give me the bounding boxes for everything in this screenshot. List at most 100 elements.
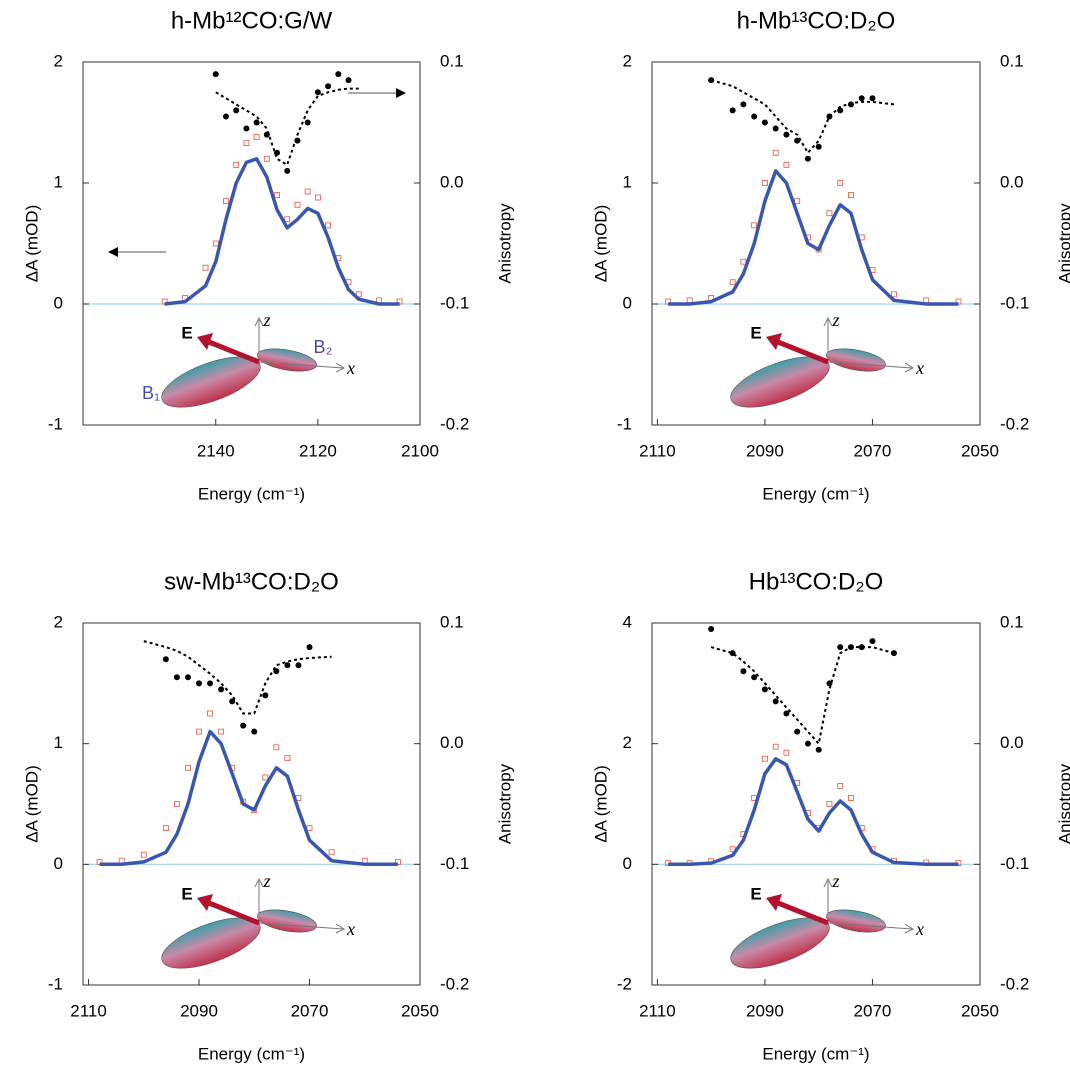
data-square [294,201,301,208]
y2-axis-label: Anisotropy [1055,203,1070,284]
chart-title: h-Mb¹²CO:G/W [171,7,333,34]
y2-tick-label: 0.0 [1000,172,1024,191]
plot-frame [82,622,421,986]
data-dot [740,668,747,675]
plot-frame [651,61,981,426]
chart-title: h-Mb¹³CO:D₂O [737,7,896,34]
y-axis-label: ΔA (mOD) [22,765,41,842]
annotation: x [346,358,355,378]
data-square [740,258,747,265]
y2-axis-label: Anisotropy [495,203,514,284]
field-arrowhead [197,333,213,350]
data-dot [262,692,269,699]
lobe-large [730,356,830,408]
data-square [140,851,147,858]
data-square [325,222,331,229]
x-tick-label: 2120 [299,441,337,460]
y2-tick-label: 0.1 [440,51,464,70]
data-square [202,264,209,271]
data-dot [251,728,258,735]
data-square [233,161,240,168]
annotation: E [750,323,761,342]
y2-axis-label: Anisotropy [495,763,514,844]
x-tick-label: 2070 [291,1001,329,1020]
x-tick-label: 2110 [639,441,676,460]
y-tick-label: 0 [54,854,63,873]
data-square [395,859,401,865]
data-dot [751,674,758,681]
x-axis-label: Energy (cm⁻¹) [762,1044,869,1063]
annotation: E [181,884,192,903]
data-square [848,192,854,199]
plot-frame [651,622,981,986]
lobe-small [257,348,317,372]
y-tick-label: 1 [54,172,63,191]
y-axis-label: ΔA (mOD) [591,765,610,842]
x-axis-arrow [827,361,913,369]
data-dot [335,71,342,78]
data-dot [858,95,865,102]
data-dot [229,698,236,705]
data-square [253,134,260,140]
lobe-large [161,917,261,969]
data-square [848,795,854,801]
y-tick-label: 2 [54,612,63,631]
fit-line [99,729,398,867]
data-square [96,859,103,865]
data-dot [240,722,247,729]
data-dot [869,638,876,645]
y-axis-label: ΔA (mOD) [22,205,41,282]
data-dot [345,77,352,84]
data-dot [207,680,214,687]
data-square [161,298,168,305]
data-dot [815,746,822,753]
data-square [826,210,833,217]
data-square [762,180,768,186]
annotation: z [831,310,839,330]
y2-tick-label: 0.0 [440,172,464,191]
y-tick-label: 1 [54,733,63,752]
data-square [729,279,736,286]
data-dot [869,95,876,102]
data-square [174,801,180,807]
data-dot [243,125,250,132]
x-axis-label: Energy (cm⁻¹) [198,484,305,503]
x-axis-arrow [827,922,913,930]
field-arrowhead [766,894,782,911]
anisotropy-fit [143,640,332,715]
fit-line [164,157,400,306]
chart-title: Hb¹³CO:D₂O [749,568,884,595]
data-square [185,764,191,771]
data-square [243,140,250,146]
y2-axis-label: Anisotropy [1055,763,1070,844]
data-dot [783,131,790,138]
data-square [837,180,844,186]
x-tick-label: 2050 [961,1001,999,1020]
data-square [891,291,897,298]
data-dot [222,113,229,120]
panel: h-Mb¹²CO:G/W -1 0 1 2 -0.2 -0.1 0.0 0.1 2140 2120 2… [22,7,514,503]
annotation: z [262,310,270,330]
x-tick-label: 2090 [746,441,784,460]
data-square [223,198,229,205]
data-dot [314,89,321,96]
data-square [826,801,833,807]
anisotropy-fit [710,646,895,745]
data-dot [184,674,191,681]
pointer-head [108,247,118,257]
data-dot [729,107,736,114]
data-dot [253,119,260,126]
data-square [772,149,779,156]
data-square [262,774,269,781]
data-dot [196,680,203,687]
data-dot [815,143,822,150]
z-arrowhead [254,316,264,327]
x-axis-label: Energy (cm⁻¹) [198,1044,305,1063]
y-tick-label: 1 [623,172,632,191]
data-dot [740,101,747,108]
field-arrowhead [766,333,782,350]
lobe-large [161,356,261,408]
y2-tick-label: -0.1 [440,854,469,873]
chart-title: sw-Mb¹³CO:D₂O [164,568,339,595]
